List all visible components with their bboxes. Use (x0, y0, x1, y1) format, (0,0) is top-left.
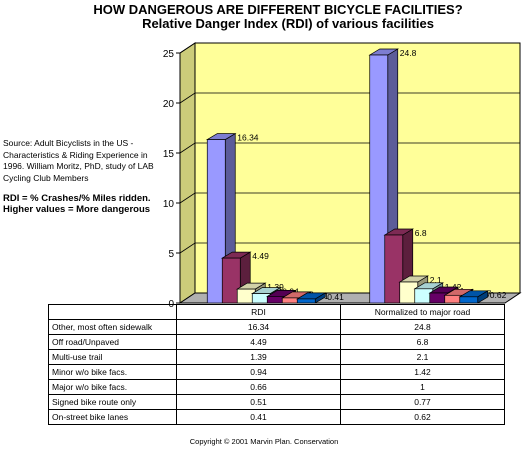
interpretation-note: Higher values = More dangerous (3, 204, 151, 215)
table-column-header: RDI (176, 304, 341, 320)
y-tick-label: 10 (163, 199, 175, 210)
data-label: 4.49 (252, 251, 269, 261)
rdi-notes: RDI = % Crashes/% Miles ridden. Higher v… (3, 193, 165, 215)
formula-note: RDI = % Crashes/% Miles ridden. (3, 193, 151, 204)
gridline (179, 42, 520, 54)
table-cell: 0.94 (176, 364, 341, 380)
data-label: 2.1 (430, 275, 442, 285)
bar (206, 139, 226, 304)
table-row-label: On-street bike lanes (48, 409, 177, 425)
table-row: Minor w/o bike facs. 0.94 1.42 (48, 364, 505, 380)
table-row-label: Other, most often sidewalk (48, 319, 177, 335)
y-tick-label: 20 (163, 99, 175, 110)
side-wall (179, 42, 196, 304)
table-row-label: Signed bike route only (48, 394, 177, 410)
bar (221, 257, 241, 304)
table-cell: 0.51 (176, 394, 341, 410)
table-cell: 0.62 (340, 409, 505, 425)
table-header-row: RDI Normalized to major road (48, 304, 505, 320)
table-cell: 24.8 (340, 319, 505, 335)
data-label: 16.34 (237, 133, 259, 143)
table-cell: 0.41 (176, 409, 341, 425)
table-row: Off road/Unpaved 4.49 6.8 (48, 334, 505, 350)
table-row: Other, most often sidewalk 16.34 24.8 (48, 319, 505, 335)
chart-title: HOW DANGEROUS ARE DIFFERENT BICYCLE FACI… (93, 2, 463, 17)
table-row-label: Off road/Unpaved (48, 334, 177, 350)
table-cell: 4.49 (176, 334, 341, 350)
data-label: 0.62 (490, 290, 507, 300)
table-cell: 1.42 (340, 364, 505, 380)
data-label: 1.39 (267, 282, 284, 292)
data-label: 6.8 (415, 228, 427, 238)
table-row-label: Major w/o bike facs. (48, 379, 177, 395)
copyright: Copyright © 2001 Marvin Plan. Conservati… (189, 437, 339, 446)
table-cell: 16.34 (176, 319, 341, 335)
table-cell: 1 (340, 379, 505, 395)
table-cell: 6.8 (340, 334, 505, 350)
data-label: 0.41 (327, 292, 344, 302)
table-column-header: Normalized to major road (340, 304, 505, 320)
gridline (179, 192, 520, 204)
table-row: Multi-use trail 1.39 2.1 (48, 349, 505, 365)
chart-subtitle: Relative Danger Index (RDI) of various f… (142, 16, 434, 31)
table-cell: 1.39 (176, 349, 341, 365)
bar (369, 54, 389, 304)
data-label: 24.8 (400, 48, 417, 58)
table-row-label: Multi-use trail (48, 349, 177, 365)
bar (384, 234, 404, 304)
source-note: Source: Adult Bicyclists in the US - Cha… (3, 138, 154, 183)
table-row-label: Minor w/o bike facs. (48, 364, 177, 380)
y-tick-label: 15 (163, 149, 175, 160)
table-cell: 0.66 (176, 379, 341, 395)
table-row: Major w/o bike facs. 0.66 1 (48, 379, 505, 395)
table-corner (48, 304, 177, 320)
bar (459, 296, 479, 304)
y-tick-label: 25 (163, 49, 175, 60)
table-row: On-street bike lanes 0.41 0.62 (48, 409, 505, 425)
bar (296, 298, 316, 304)
table-cell: 0.77 (340, 394, 505, 410)
gridline (179, 142, 520, 154)
gridline (179, 92, 520, 104)
data-table: RDI Normalized to major road Other, most o… (48, 304, 505, 425)
y-tick-label: 5 (168, 249, 174, 260)
table-cell: 2.1 (340, 349, 505, 365)
table-row: Signed bike route only 0.51 0.77 (48, 394, 505, 410)
